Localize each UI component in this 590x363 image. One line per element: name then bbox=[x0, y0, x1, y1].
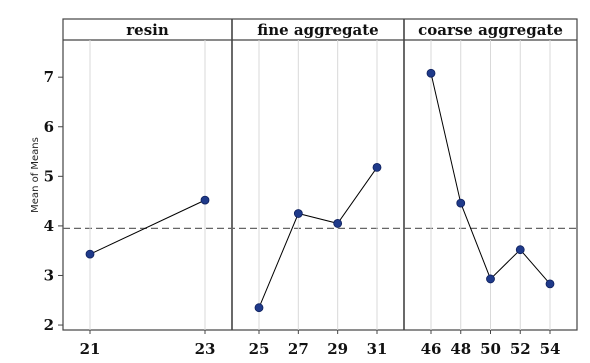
y-tick-label: 5 bbox=[44, 167, 54, 185]
panel-title: resin bbox=[126, 21, 169, 39]
x-tick-label: 25 bbox=[249, 340, 270, 358]
x-tick-label: 54 bbox=[540, 340, 561, 358]
panel-title: fine aggregate bbox=[257, 21, 378, 39]
y-tick-label: 6 bbox=[44, 118, 54, 136]
data-point bbox=[545, 279, 555, 289]
x-tick-label: 50 bbox=[480, 340, 501, 358]
x-tick-label: 23 bbox=[195, 340, 216, 358]
series-line bbox=[89, 199, 206, 255]
x-tick-label: 21 bbox=[80, 340, 101, 358]
y-tick-label: 3 bbox=[44, 266, 54, 284]
series-line bbox=[258, 167, 378, 308]
x-tick-label: 52 bbox=[510, 340, 531, 358]
panel-title: coarse aggregate bbox=[418, 21, 563, 39]
data-point bbox=[333, 219, 343, 228]
panel-2: coarse aggregate 46 48 50 52 54 bbox=[418, 21, 563, 358]
data-point bbox=[486, 274, 495, 284]
panels-layer: resin 21 23 fine aggregate 25 27 29 31 coarse ag… bbox=[80, 21, 563, 358]
panel-0: resin 21 23 bbox=[80, 21, 216, 358]
x-tick-label: 48 bbox=[450, 340, 471, 358]
y-tick-label: 7 bbox=[44, 68, 54, 86]
panel-1: fine aggregate 25 27 29 31 bbox=[249, 21, 388, 358]
x-tick-label: 31 bbox=[367, 340, 388, 358]
y-tick-label: 2 bbox=[44, 316, 54, 334]
y-tick-label: 4 bbox=[44, 217, 54, 235]
data-point bbox=[85, 249, 95, 259]
data-point bbox=[515, 245, 525, 255]
data-point bbox=[426, 68, 436, 78]
data-point bbox=[456, 198, 466, 208]
data-point bbox=[254, 303, 264, 313]
x-tick-label: 27 bbox=[288, 340, 309, 358]
data-point bbox=[372, 163, 382, 172]
y-axis-label: Mean of Means bbox=[30, 137, 41, 213]
data-point bbox=[293, 209, 303, 218]
plot-frame bbox=[62, 18, 578, 331]
x-tick-label: 29 bbox=[327, 340, 348, 358]
data-point bbox=[200, 195, 210, 205]
x-tick-label: 46 bbox=[421, 340, 442, 358]
frame-layer: 2 3 4 5 6 7 bbox=[44, 18, 578, 334]
